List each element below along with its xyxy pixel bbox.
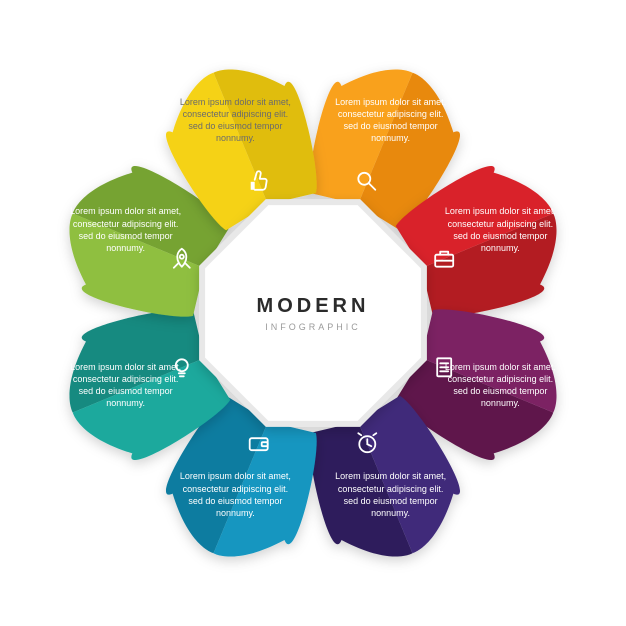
center-octagon bbox=[202, 202, 424, 424]
radial-infographic bbox=[0, 0, 626, 626]
infographic-stage: MODERN INFOGRAPHIC Lorem ipsum dolor sit… bbox=[0, 0, 626, 626]
